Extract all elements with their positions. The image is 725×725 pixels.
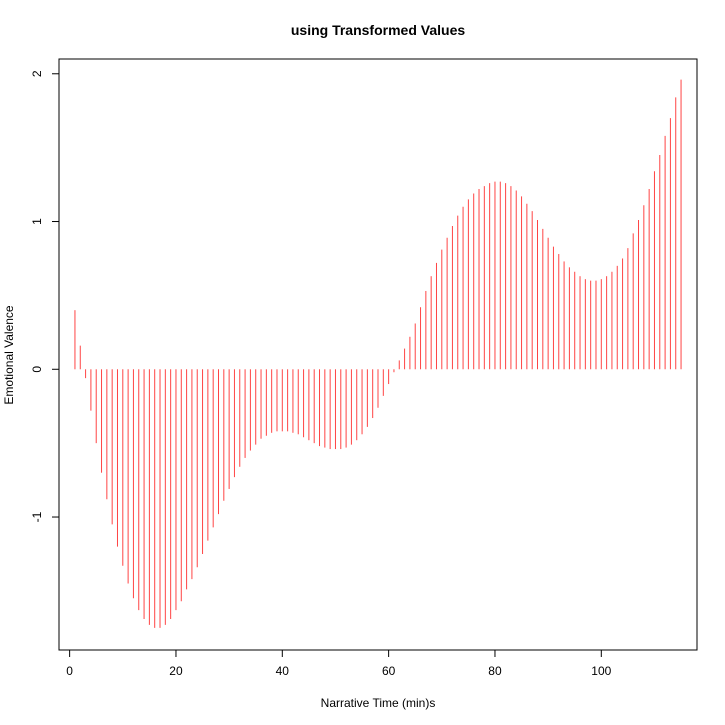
x-tick-label: 40	[276, 664, 290, 678]
y-axis-label: Emotional Valence	[2, 305, 16, 404]
y-tick-label: 0	[30, 366, 44, 373]
x-tick-label: 60	[382, 664, 396, 678]
x-tick-label: 20	[169, 664, 183, 678]
bars	[74, 79, 682, 628]
x-tick-label: 100	[591, 664, 611, 678]
y-tick-label: -1	[30, 511, 44, 522]
y-axis: -1 0 1 2	[30, 70, 60, 522]
x-axis-label: Narrative Time (min)s	[321, 696, 436, 710]
x-tick-label: 0	[66, 664, 73, 678]
y-tick-label: 1	[30, 218, 44, 225]
chart-title: using Transformed Values	[291, 22, 465, 38]
x-tick-label: 80	[488, 664, 502, 678]
x-axis: 0 20 40 60 80 100	[66, 649, 612, 678]
y-tick-label: 2	[30, 70, 44, 77]
